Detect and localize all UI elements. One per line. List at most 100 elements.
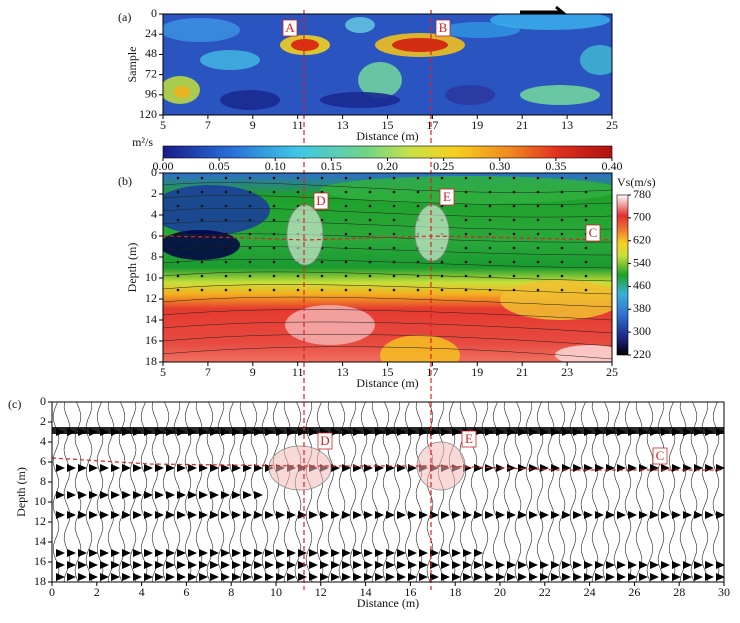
trace-lobe xyxy=(507,511,516,519)
field-blob xyxy=(291,39,319,51)
trace-lobe xyxy=(177,561,186,569)
y-tick-label: 16 xyxy=(34,554,46,568)
trace-lobe xyxy=(254,573,263,581)
trace-lobe xyxy=(265,573,274,581)
trace-lobe xyxy=(111,561,120,569)
dot xyxy=(272,232,276,236)
trace-lobe xyxy=(56,511,65,519)
dot xyxy=(512,274,516,278)
dot xyxy=(320,176,324,180)
trace-lobe xyxy=(342,573,351,581)
field-blob xyxy=(520,85,600,105)
dot xyxy=(416,176,420,180)
dot xyxy=(248,260,252,264)
trace-lobe xyxy=(650,511,659,519)
y-axis-label: Depth (m) xyxy=(125,243,139,293)
trace-lobe xyxy=(276,511,285,519)
trace-lobe xyxy=(408,573,417,581)
dot xyxy=(272,246,276,250)
colorbar-tick-label: 220 xyxy=(633,347,651,361)
dot xyxy=(320,218,324,222)
x-tick-label: 24 xyxy=(584,585,596,599)
trace-lobe xyxy=(155,511,164,519)
trace-lobe xyxy=(716,511,724,519)
x-tick-label: 19 xyxy=(471,118,483,132)
y-tick-label: 4 xyxy=(151,207,157,221)
annotation-box xyxy=(317,432,333,450)
dot xyxy=(320,274,324,278)
trace-lobe xyxy=(529,464,538,472)
trace-lobe xyxy=(573,561,582,569)
dot xyxy=(176,246,180,250)
x-tick-label: 14 xyxy=(360,585,372,599)
dot xyxy=(344,232,348,236)
dot xyxy=(464,288,468,292)
panel-label: (b) xyxy=(118,174,132,188)
dot xyxy=(200,288,204,292)
y-tick-label: 0 xyxy=(151,165,157,179)
trace-lobe xyxy=(694,511,703,519)
trace-lobe xyxy=(89,511,98,519)
trace-lobe xyxy=(617,573,626,581)
trace-lobe xyxy=(639,573,648,581)
colorbar-tick-label: 0.30 xyxy=(489,159,510,173)
trace-lobe xyxy=(89,549,98,557)
panel-label: (a) xyxy=(118,10,131,24)
trace-lobe xyxy=(177,491,186,499)
y-tick-label: 96 xyxy=(145,87,157,101)
dot xyxy=(296,288,300,292)
trace-lobe xyxy=(177,549,186,557)
y-tick-label: 8 xyxy=(151,249,157,263)
x-tick-label: 7 xyxy=(205,118,211,132)
trace-lobe xyxy=(518,561,527,569)
trace-lobe xyxy=(232,573,241,581)
dot xyxy=(560,288,564,292)
trace-lobe xyxy=(573,464,582,472)
field-blob xyxy=(580,45,612,75)
dot xyxy=(488,218,492,222)
trace-lobe xyxy=(265,561,274,569)
dot xyxy=(248,288,252,292)
contour-line xyxy=(163,321,612,334)
trace-lobe xyxy=(474,464,483,472)
trace-lobe xyxy=(265,511,274,519)
dot xyxy=(344,274,348,278)
trace-lobe xyxy=(375,573,384,581)
field-blob xyxy=(320,176,612,204)
dot xyxy=(272,274,276,278)
colorbar-tick-label: 0.40 xyxy=(602,159,623,173)
x-tick-label: 30 xyxy=(718,585,730,599)
dot xyxy=(512,176,516,180)
dot xyxy=(464,260,468,264)
field-blob xyxy=(163,185,270,235)
annotation: D xyxy=(320,433,329,448)
dot xyxy=(392,232,396,236)
dot xyxy=(344,246,348,250)
trace-lobe xyxy=(166,549,175,557)
dot xyxy=(200,176,204,180)
colorbar-tick-label: 0.05 xyxy=(209,159,230,173)
trace-lobe xyxy=(364,561,373,569)
dot xyxy=(560,232,564,236)
y-tick-label: 6 xyxy=(151,228,157,242)
dot xyxy=(224,260,228,264)
trace-lobe xyxy=(155,464,164,472)
y-axis-label: Depth (m) xyxy=(14,467,28,517)
trace-lobe xyxy=(529,573,538,581)
trace-lobe xyxy=(111,573,120,581)
dot xyxy=(176,204,180,208)
trace-lobe xyxy=(661,511,670,519)
field-blob xyxy=(392,38,448,52)
trace-lobe xyxy=(320,561,329,569)
contour-line xyxy=(163,182,612,193)
dot xyxy=(248,190,252,194)
trace-lobe xyxy=(210,511,219,519)
trace-lobe xyxy=(540,573,549,581)
trace-lobe xyxy=(430,549,439,557)
field-blob xyxy=(345,17,375,33)
trace-lobe xyxy=(595,561,604,569)
dot xyxy=(200,246,204,250)
trace-lobe xyxy=(683,511,692,519)
trace-lobe xyxy=(188,491,197,499)
contour-line xyxy=(163,246,612,256)
